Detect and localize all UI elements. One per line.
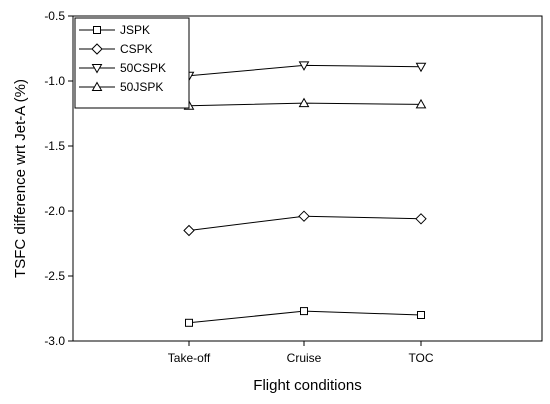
square-marker — [417, 311, 425, 319]
y-axis: -3.0 -2.5 -2.0 -1.5 -1.0 -0.5 — [44, 9, 73, 348]
series-cspk — [183, 210, 427, 237]
y-tick-label: -2.0 — [44, 204, 65, 218]
triangle-down-marker — [298, 61, 310, 71]
legend-label: 50CSPK — [120, 61, 166, 75]
legend-item: 50CSPK — [79, 61, 166, 75]
legend: JSPK CSPK 50CSPK 50JSPK — [74, 17, 190, 109]
series-jspk — [185, 307, 425, 327]
x-axis-title: Flight conditions — [253, 377, 361, 394]
diamond-marker — [415, 213, 427, 225]
legend-label: CSPK — [120, 42, 153, 56]
x-tick-label: Cruise — [287, 351, 322, 365]
series-layer — [183, 61, 427, 327]
square-marker — [300, 307, 308, 316]
triangle-down-marker — [415, 62, 427, 73]
y-tick-label: -3.0 — [44, 334, 65, 348]
triangle-down-marker — [91, 64, 103, 74]
x-tick-label: Take-off — [168, 351, 211, 365]
plot-area — [72, 15, 543, 342]
y-tick-label: -0.5 — [44, 9, 65, 23]
x-tick-label: TOC — [408, 351, 433, 365]
series-50jspk — [183, 97, 427, 110]
x-axis: Take-off Cruise TOC — [168, 341, 434, 365]
diamond-marker — [298, 210, 310, 222]
triangle-up-marker — [91, 81, 103, 91]
triangle-up-marker — [298, 97, 310, 108]
y-tick-label: -1.0 — [44, 74, 65, 88]
triangle-up-marker — [415, 98, 427, 109]
diamond-marker — [183, 224, 195, 237]
diamond-marker — [91, 43, 103, 55]
y-tick-label: -1.5 — [44, 139, 65, 153]
legend-label: 50JSPK — [120, 80, 163, 94]
square-marker — [185, 318, 193, 327]
legend-item: CSPK — [79, 42, 153, 56]
legend-item: 50JSPK — [79, 80, 163, 94]
legend-label: JSPK — [120, 23, 150, 37]
y-tick-label: -2.5 — [44, 269, 65, 283]
square-marker — [93, 26, 101, 34]
series-50cspk — [183, 61, 427, 82]
y-axis-title: TSFC difference wrt Jet-A (%) — [12, 79, 29, 278]
legend-box — [74, 17, 190, 109]
legend-item: JSPK — [79, 23, 150, 37]
